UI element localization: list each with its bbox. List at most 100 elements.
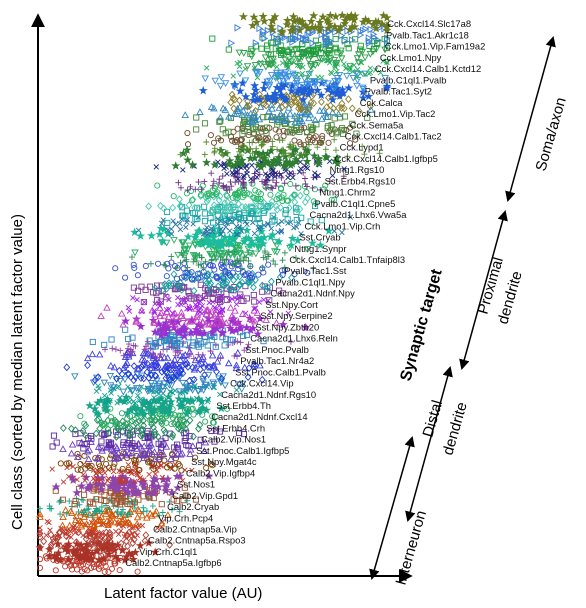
data-point bbox=[302, 180, 309, 187]
data-point bbox=[125, 449, 133, 457]
data-point bbox=[66, 473, 72, 480]
data-point bbox=[118, 528, 124, 534]
data-point bbox=[184, 362, 192, 371]
data-point bbox=[169, 430, 177, 439]
data-point bbox=[113, 453, 122, 461]
data-point bbox=[171, 336, 178, 343]
data-point bbox=[315, 172, 321, 179]
data-point bbox=[132, 400, 138, 406]
data-point bbox=[113, 433, 120, 441]
data-point bbox=[153, 389, 159, 395]
data-point bbox=[296, 169, 303, 175]
data-point bbox=[265, 261, 272, 268]
data-point bbox=[154, 467, 160, 473]
data-point bbox=[81, 491, 88, 498]
data-point bbox=[230, 171, 236, 177]
data-point bbox=[256, 61, 265, 68]
data-point bbox=[232, 260, 239, 267]
data-point bbox=[296, 17, 306, 26]
data-point bbox=[152, 358, 161, 366]
data-point bbox=[72, 430, 79, 438]
data-point bbox=[240, 50, 248, 57]
data-point bbox=[298, 72, 305, 78]
data-point bbox=[179, 398, 185, 404]
data-point bbox=[199, 387, 208, 394]
data-point bbox=[229, 204, 237, 213]
data-point bbox=[245, 275, 252, 284]
data-point bbox=[238, 310, 247, 317]
data-point bbox=[168, 389, 174, 395]
data-point bbox=[112, 500, 119, 507]
data-point bbox=[227, 200, 235, 209]
data-point bbox=[163, 281, 170, 290]
data-point bbox=[258, 375, 266, 384]
data-point bbox=[82, 465, 89, 472]
data-point bbox=[102, 431, 109, 438]
data-point bbox=[128, 351, 135, 358]
data-point bbox=[84, 361, 91, 370]
data-point bbox=[186, 306, 193, 312]
data-point bbox=[93, 496, 100, 503]
data-point bbox=[67, 528, 74, 535]
data-point bbox=[126, 432, 134, 440]
data-point bbox=[300, 64, 306, 70]
data-point bbox=[297, 141, 304, 148]
data-point bbox=[266, 297, 273, 304]
data-point bbox=[302, 36, 310, 45]
data-point bbox=[88, 462, 95, 469]
data-point bbox=[254, 216, 261, 223]
data-point bbox=[53, 439, 60, 446]
data-point bbox=[244, 102, 251, 111]
data-point bbox=[217, 285, 225, 294]
x-axis-title: Latent factor value (AU) bbox=[104, 585, 262, 602]
data-point bbox=[218, 231, 224, 238]
data-point bbox=[235, 266, 242, 273]
data-point bbox=[98, 477, 104, 483]
data-point bbox=[182, 424, 189, 433]
data-point bbox=[278, 319, 288, 329]
data-point bbox=[36, 564, 44, 571]
data-point bbox=[207, 132, 214, 139]
data-point bbox=[200, 231, 207, 237]
data-point bbox=[148, 405, 158, 415]
data-point bbox=[248, 323, 258, 333]
data-point bbox=[160, 353, 169, 361]
data-point bbox=[303, 89, 313, 99]
data-point bbox=[252, 361, 260, 370]
data-point bbox=[177, 226, 184, 233]
data-point bbox=[207, 279, 215, 288]
data-point bbox=[235, 145, 242, 152]
data-point bbox=[154, 297, 161, 304]
data-point bbox=[255, 313, 265, 323]
data-point bbox=[197, 436, 204, 443]
data-point bbox=[219, 202, 227, 211]
data-point bbox=[333, 77, 342, 85]
data-point bbox=[193, 395, 200, 402]
data-point bbox=[217, 378, 225, 386]
data-point bbox=[250, 80, 260, 90]
data-point bbox=[121, 376, 129, 384]
data-point bbox=[56, 542, 64, 550]
data-point bbox=[115, 531, 122, 538]
data-point bbox=[275, 38, 282, 47]
data-point bbox=[208, 427, 215, 434]
data-point bbox=[305, 114, 313, 122]
data-point bbox=[346, 63, 354, 71]
data-point bbox=[199, 303, 205, 309]
data-point bbox=[256, 69, 264, 76]
data-point bbox=[256, 299, 263, 305]
data-point bbox=[221, 106, 230, 113]
data-point bbox=[209, 363, 218, 371]
data-point bbox=[36, 529, 44, 538]
data-point bbox=[180, 245, 189, 253]
data-point bbox=[144, 433, 151, 440]
data-point bbox=[150, 423, 157, 432]
data-point bbox=[190, 286, 198, 295]
data-point bbox=[187, 183, 194, 190]
data-point bbox=[178, 239, 186, 247]
data-point bbox=[170, 270, 178, 279]
data-point bbox=[316, 90, 326, 100]
data-point bbox=[71, 373, 79, 381]
data-point bbox=[280, 94, 290, 104]
data-point bbox=[92, 429, 100, 438]
